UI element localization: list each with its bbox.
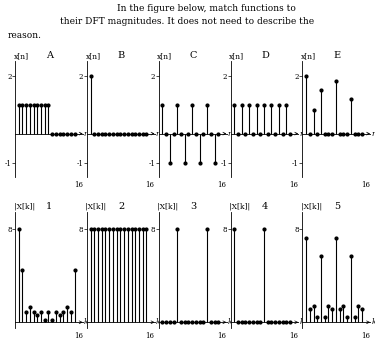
Text: n: n bbox=[228, 129, 232, 138]
Text: k: k bbox=[156, 318, 160, 326]
Text: |X[k]|: |X[k]| bbox=[13, 203, 35, 211]
Title: 3: 3 bbox=[190, 202, 196, 211]
Text: reason.: reason. bbox=[8, 31, 42, 40]
Text: their DFT magnitudes. It does not need to describe the: their DFT magnitudes. It does not need t… bbox=[60, 17, 315, 26]
Title: A: A bbox=[46, 51, 53, 60]
Text: n: n bbox=[299, 129, 304, 138]
Text: n: n bbox=[84, 129, 89, 138]
Text: k: k bbox=[299, 318, 304, 326]
Title: 2: 2 bbox=[118, 202, 124, 211]
Text: k: k bbox=[84, 318, 88, 326]
Text: |X[k]|: |X[k]| bbox=[86, 203, 106, 211]
Text: x[n]: x[n] bbox=[13, 52, 29, 60]
Text: |X[k]|: |X[k]| bbox=[158, 203, 178, 211]
Text: x[n]: x[n] bbox=[86, 52, 100, 60]
Text: In the figure below, match functions to: In the figure below, match functions to bbox=[117, 4, 296, 13]
Title: B: B bbox=[118, 51, 125, 60]
Title: D: D bbox=[261, 51, 269, 60]
Text: x[n]: x[n] bbox=[301, 52, 316, 60]
Text: |X[k]|: |X[k]| bbox=[229, 203, 250, 211]
Text: k: k bbox=[228, 318, 232, 326]
Title: 4: 4 bbox=[262, 202, 268, 211]
Title: C: C bbox=[189, 51, 197, 60]
Title: 5: 5 bbox=[334, 202, 340, 211]
Text: n: n bbox=[156, 129, 160, 138]
Title: 1: 1 bbox=[46, 202, 53, 211]
Text: |X[k]|: |X[k]| bbox=[301, 203, 322, 211]
Title: E: E bbox=[333, 51, 340, 60]
Text: x[n]: x[n] bbox=[158, 52, 172, 60]
Text: x[n]: x[n] bbox=[229, 52, 244, 60]
Text: n: n bbox=[371, 129, 375, 138]
Text: k: k bbox=[371, 318, 375, 326]
